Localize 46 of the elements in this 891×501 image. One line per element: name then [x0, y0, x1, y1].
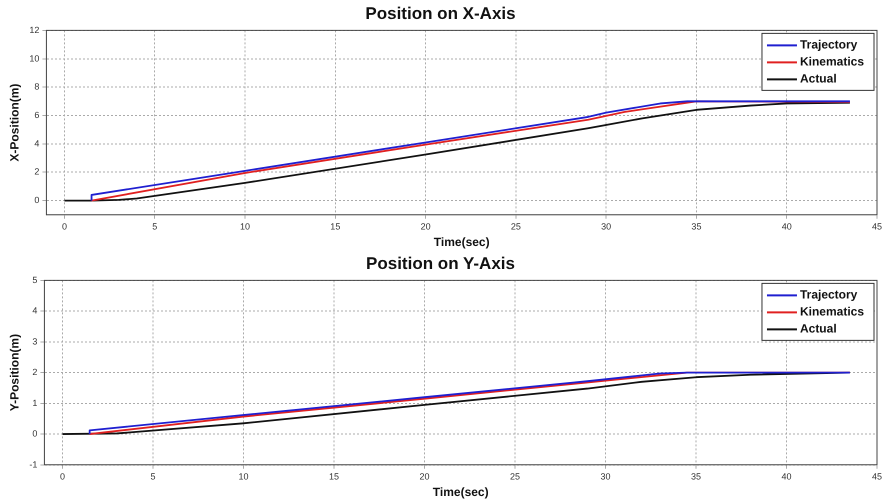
y-tick-label: 3 [32, 336, 38, 346]
y-tick-label: 2 [34, 166, 40, 177]
x-tick-label: 20 [419, 472, 430, 482]
x-tick-label: 0 [62, 222, 67, 232]
x-tick-label: 5 [150, 472, 156, 482]
chart-title: Position on Y-Axis [366, 254, 515, 273]
legend-label: Trajectory [800, 38, 858, 52]
x-tick-label: 20 [420, 222, 431, 232]
x-tick-label: 15 [328, 472, 340, 482]
x-tick-label: 30 [601, 222, 612, 232]
chart-title: Position on X-Axis [365, 4, 516, 23]
x-tick-label: 45 [872, 472, 882, 482]
x-tick-label: 0 [60, 472, 66, 482]
x-tick-label: 10 [238, 472, 249, 482]
x-tick-label: 10 [240, 222, 250, 232]
x-tick-label: 35 [691, 222, 702, 232]
y-tick-label: 6 [34, 110, 40, 120]
y-tick-label: 0 [34, 195, 40, 206]
x-tick-label: 15 [330, 222, 340, 232]
legend-label: Kinematics [800, 304, 864, 319]
y-tick-label: 4 [32, 306, 38, 316]
y-axis-title: X-Position(m) [8, 84, 22, 162]
legend-label: Kinematics [800, 54, 864, 69]
x-axis-title: Time(sec) [434, 235, 490, 250]
x-tick-label: 45 [872, 222, 882, 232]
y-tick-label: 12 [29, 24, 40, 35]
y-axis-title: Y-Position(m) [8, 334, 22, 412]
x-tick-label: 5 [152, 222, 158, 232]
x-tick-label: 30 [600, 472, 611, 482]
y-tick-label: 10 [29, 53, 40, 64]
x-tick-label: 40 [781, 472, 792, 482]
y-tick-label: 1 [32, 398, 38, 408]
y-tick-label: 0 [32, 428, 38, 439]
y-tick-label: -1 [29, 459, 38, 470]
legend-label: Trajectory [800, 288, 858, 302]
y-tick-label: 4 [34, 138, 40, 148]
y-tick-label: 5 [32, 274, 38, 285]
legend-label: Actual [800, 72, 837, 86]
x-tick-label: 25 [510, 472, 520, 482]
x-tick-label: 25 [510, 222, 521, 232]
legend-label: Actual [800, 322, 837, 336]
y-tick-label: 2 [32, 367, 38, 378]
x-tick-label: 35 [690, 472, 702, 482]
x-axis-title: Time(sec) [432, 485, 489, 500]
y-tick-label: 8 [34, 82, 40, 92]
x-tick-label: 40 [782, 222, 792, 232]
